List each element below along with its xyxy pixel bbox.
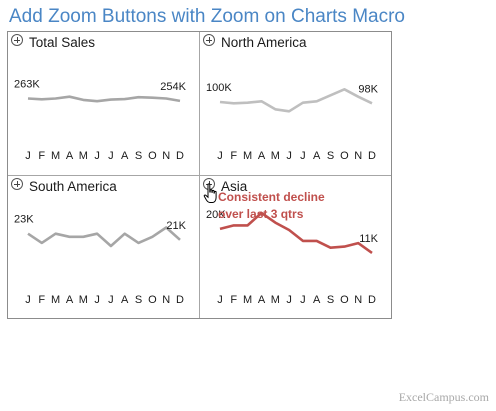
x-tick-label: J (286, 294, 292, 306)
chart-panel-asia: J F M A M J J A S O N D 20K 11K Asia (200, 176, 392, 319)
zoom-in-icon[interactable] (203, 34, 215, 46)
x-tick-label: F (38, 150, 45, 162)
chart-panel-total-sales: J F M A M J J A S O N D 263K 254K Total Sales (8, 32, 200, 175)
x-tick-label: D (176, 294, 184, 306)
x-tick-label: N (354, 294, 362, 306)
x-tick-label: J (25, 294, 31, 306)
data-label: 263K (14, 79, 40, 91)
panel-divider-horizontal (8, 175, 391, 176)
x-tick-label: O (340, 150, 349, 162)
x-tick-label: S (135, 150, 142, 162)
x-tick-label: O (148, 150, 157, 162)
x-tick-label: A (66, 150, 74, 162)
x-tick-label: J (300, 294, 306, 306)
x-tick-label: A (66, 294, 74, 306)
chart-panel-north-america: J F M A M J J A S O N D 100K 98K North America (200, 32, 392, 175)
x-tick-label: M (79, 150, 88, 162)
x-tick-label: D (368, 294, 376, 306)
data-label: 11K (359, 233, 378, 245)
chart-title: North America (221, 35, 307, 50)
data-label: 23K (14, 214, 34, 226)
hand-cursor-icon (203, 183, 217, 203)
x-tick-label: J (286, 150, 292, 162)
x-tick-label: J (108, 150, 114, 162)
chart-panel-south-america: J F M A M J J A S O N D 23K 21K South America (8, 176, 200, 319)
x-tick-label: D (176, 150, 184, 162)
x-tick-label: S (327, 294, 334, 306)
x-tick-label: M (271, 294, 280, 306)
series-line (27, 226, 181, 248)
x-tick-label: J (217, 294, 223, 306)
x-tick-label: S (135, 294, 142, 306)
x-tick-label: A (258, 150, 266, 162)
x-tick-label: J (25, 150, 31, 162)
series-line (27, 95, 181, 103)
x-tick-label: J (217, 150, 223, 162)
x-tick-label: N (354, 150, 362, 162)
data-label: 20K (206, 209, 226, 221)
x-tick-label: M (79, 294, 88, 306)
series-line (219, 87, 373, 113)
x-tick-label: F (230, 294, 237, 306)
data-label: 100K (206, 82, 232, 94)
zoom-in-icon[interactable] (11, 178, 23, 190)
annotation-line-2: over last 3 qtrs (218, 207, 304, 221)
x-tick-label: O (148, 294, 157, 306)
data-label: 98K (358, 83, 378, 95)
x-tick-label: A (313, 294, 321, 306)
chart-title: Total Sales (29, 35, 96, 50)
x-tick-label: N (162, 294, 170, 306)
watermark: ExcelCampus.com (398, 390, 489, 404)
x-tick-label: M (51, 294, 60, 306)
x-tick-label: F (230, 150, 237, 162)
x-tick-label: N (162, 150, 170, 162)
zoom-in-icon[interactable] (11, 34, 23, 46)
x-tick-label: S (327, 150, 334, 162)
x-tick-label: J (94, 294, 100, 306)
series-line (219, 211, 373, 254)
x-tick-label: A (121, 294, 129, 306)
x-tick-label: A (258, 294, 266, 306)
x-tick-label: M (271, 150, 280, 162)
x-tick-label: J (300, 150, 306, 162)
x-tick-label: M (243, 294, 252, 306)
x-tick-label: F (38, 294, 45, 306)
x-tick-label: D (368, 150, 376, 162)
x-tick-label: J (94, 150, 100, 162)
x-tick-label: A (121, 150, 129, 162)
x-tick-label: O (340, 294, 349, 306)
data-label: 21K (166, 220, 186, 232)
x-tick-label: J (108, 294, 114, 306)
chart-title: Asia (221, 179, 248, 194)
data-label: 254K (160, 81, 186, 93)
x-tick-label: M (51, 150, 60, 162)
x-tick-label: A (313, 150, 321, 162)
chart-annotation: Consistent decline over last 3 qtrs (218, 189, 378, 223)
x-tick-label: M (243, 150, 252, 162)
page-title: Add Zoom Buttons with Zoom on Charts Mac… (9, 6, 405, 27)
chart-title: South America (29, 179, 117, 194)
annotation-line-1: Consistent decline (218, 190, 325, 204)
